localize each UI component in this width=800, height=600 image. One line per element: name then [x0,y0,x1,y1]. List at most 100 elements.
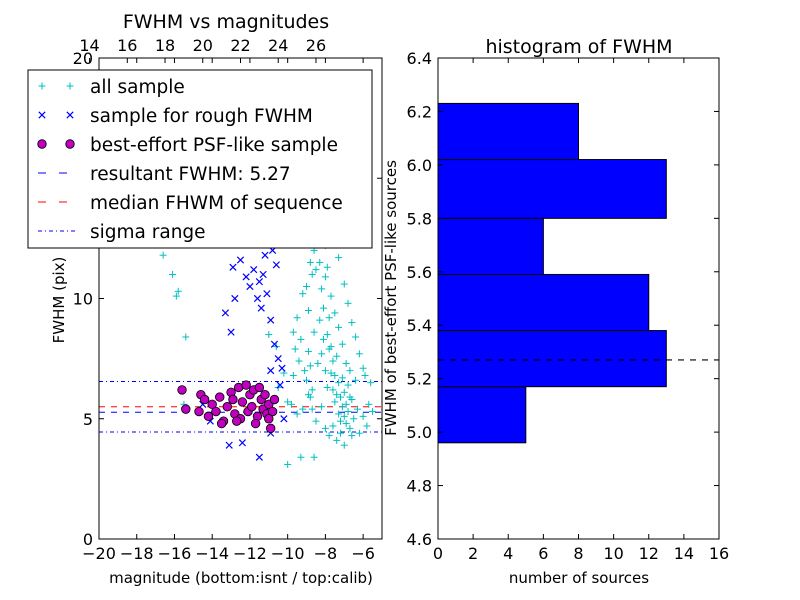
data-point [335,254,343,262]
histogram-y-axis-label: FWHM of best-effort PSF-like sources [382,160,400,436]
data-point [242,273,250,281]
x-tick-label: 8 [573,544,583,563]
data-point [278,364,286,372]
histogram-panel: 0 2 4 6 8 10 12 14 16 4.6 4.8 5.0 5.2 5.4 5.6 5.8 6.0 6.… [382,36,729,587]
data-point [259,270,267,279]
data-point [365,400,373,408]
data-point [236,256,245,264]
data-point [181,404,191,414]
data-point [222,402,232,412]
data-point [320,335,328,343]
legend-marker [37,139,47,149]
data-point [327,369,335,377]
data-point [338,403,346,411]
data-point [291,345,299,353]
data-point [241,380,251,390]
data-point [264,414,274,424]
data-point [265,423,276,434]
histogram-y-axis-ticks: 4.6 4.8 5.0 5.2 5.4 5.6 5.8 6.0 6.2 6.4 [407,49,719,549]
data-point [320,304,328,312]
data-point [287,400,295,408]
data-point [303,282,311,290]
data-point [329,422,337,430]
data-point [169,270,177,278]
y-tick-label: 6.4 [407,49,432,68]
data-point [331,371,339,379]
y-tick-label: 10 [73,290,93,309]
y-tick-label: 4.8 [407,477,432,496]
histogram-title: histogram of FWHM [485,36,672,58]
histogram-bar [437,386,527,444]
data-point [229,263,237,271]
data-point [340,441,348,449]
data-point [238,439,247,447]
data-point [308,270,316,278]
data-point [250,266,258,274]
legend-marker [66,82,74,90]
x-tick-label: 0 [433,544,443,563]
scatter-points [127,83,377,468]
legend-box [27,69,373,249]
data-point [340,280,348,288]
data-point [232,416,242,426]
data-point [289,371,297,379]
histogram-bar [437,159,667,219]
data-point [348,432,356,440]
data-point [216,418,227,429]
data-point [355,350,363,358]
data-point [310,453,318,461]
data-point [340,412,348,420]
legend-marker [38,111,46,119]
data-point [342,400,350,408]
scatter-y-axis-label: FWHM (pix) [50,257,68,344]
y-tick-label: 4.6 [407,530,432,549]
legend-label-median-fwhm: median FHWM of sequence [90,193,343,214]
data-point [310,328,318,336]
data-point [314,359,322,367]
data-point [267,316,275,324]
data-point [331,309,339,317]
y-tick-label: 5.2 [407,370,432,389]
data-point [346,367,354,375]
top-tick-label: 16 [117,36,137,55]
data-point [333,391,341,399]
data-point [211,406,221,417]
legend-marker [65,139,75,149]
data-point [344,381,352,389]
data-point [289,328,297,336]
data-point [297,453,305,461]
legend-label-psf-sample: best-effort PSF-like sample [90,135,338,156]
data-point [261,251,269,259]
reference-lines [99,380,382,433]
data-point [231,294,239,303]
data-point [272,261,280,269]
data-point [323,331,331,339]
x-tick-label: 6 [538,544,548,563]
x-tick-label: −18 [120,544,154,563]
data-point [299,405,307,413]
histogram-bar [437,330,667,388]
legend: all sample sample for rough FWHM best-ef… [27,69,373,249]
x-tick-label: 2 [468,544,478,563]
data-point [246,282,254,291]
top-tick-label: 14 [79,36,99,55]
top-tick-label: 26 [306,36,326,55]
data-point [306,258,314,266]
data-point [336,417,344,425]
data-point [335,410,343,418]
data-point [352,376,360,384]
x-tick-label: 16 [709,544,729,563]
data-point [333,436,341,444]
x-tick-label: −12 [233,544,267,563]
data-point [257,304,265,312]
data-point [355,429,363,437]
data-point [331,398,339,406]
data-point [263,290,271,298]
top-tick-label: 22 [230,36,250,55]
data-point [221,309,230,317]
data-point [215,392,225,402]
top-tick-label: 24 [268,36,288,55]
data-point [301,367,309,375]
data-point [325,345,333,353]
data-point [194,406,204,417]
